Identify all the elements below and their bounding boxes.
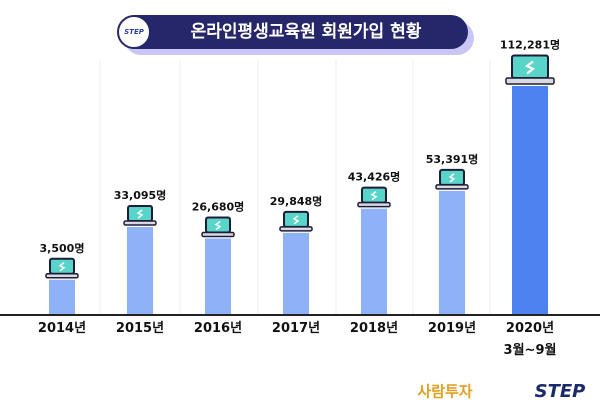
footer-logo: STEP: [535, 381, 586, 402]
bar: [361, 208, 387, 314]
value-label: 53,391명: [426, 152, 479, 166]
bar: [205, 238, 231, 314]
chart-title: 온라인평생교육원 회원가입 현황: [191, 22, 422, 42]
laptop-base: [45, 273, 79, 279]
bar: [512, 86, 548, 314]
laptop-logo: [136, 209, 144, 219]
value-label: 43,426명: [348, 170, 401, 184]
laptop-icon: [201, 216, 235, 238]
laptop-base: [123, 220, 157, 226]
x-tick-label: 2019년: [427, 321, 477, 336]
title-logo: [117, 15, 151, 49]
bar: [127, 227, 153, 314]
laptop-logo: [214, 220, 222, 231]
value-label: 112,281명: [500, 38, 560, 52]
title-banner: [118, 15, 468, 49]
laptop-logo: [448, 173, 456, 183]
x-tick-label: 2020년 3월~9월: [503, 321, 557, 358]
background-lines: [99, 60, 491, 315]
value-label: 3,500명: [40, 241, 85, 255]
x-tick-label: 2017년: [271, 321, 321, 336]
laptop-base: [201, 231, 235, 238]
laptop-base: [279, 226, 313, 232]
value-label: 33,095명: [114, 188, 167, 202]
laptop-icon: [435, 168, 469, 190]
value-label: 26,680명: [192, 199, 245, 213]
laptop-logo: [370, 191, 378, 201]
laptop-base: [505, 77, 555, 85]
laptop-logo: [58, 262, 66, 272]
x-tick-label: 2016년: [193, 321, 243, 336]
laptop-base: [435, 184, 469, 190]
laptop-base: [357, 201, 391, 208]
x-tick-label: 2015년: [115, 321, 165, 336]
x-tick-label: 2014년: [37, 321, 87, 336]
laptop-logo: [292, 215, 300, 225]
title-logo-text: STEP: [124, 28, 145, 36]
bar: [283, 232, 309, 314]
laptop-icon: [45, 257, 79, 279]
laptop-logo: [524, 60, 536, 75]
laptop-icon: [505, 54, 555, 85]
footer-logo: 사람투자: [417, 383, 472, 401]
x-tick-label: 2018년: [349, 321, 399, 336]
laptop-icon: [123, 205, 157, 226]
bar: [49, 279, 75, 314]
value-label: 29,848명: [270, 194, 323, 208]
laptop-icon: [279, 210, 313, 232]
bar: [439, 190, 465, 314]
laptop-icon: [357, 186, 391, 208]
